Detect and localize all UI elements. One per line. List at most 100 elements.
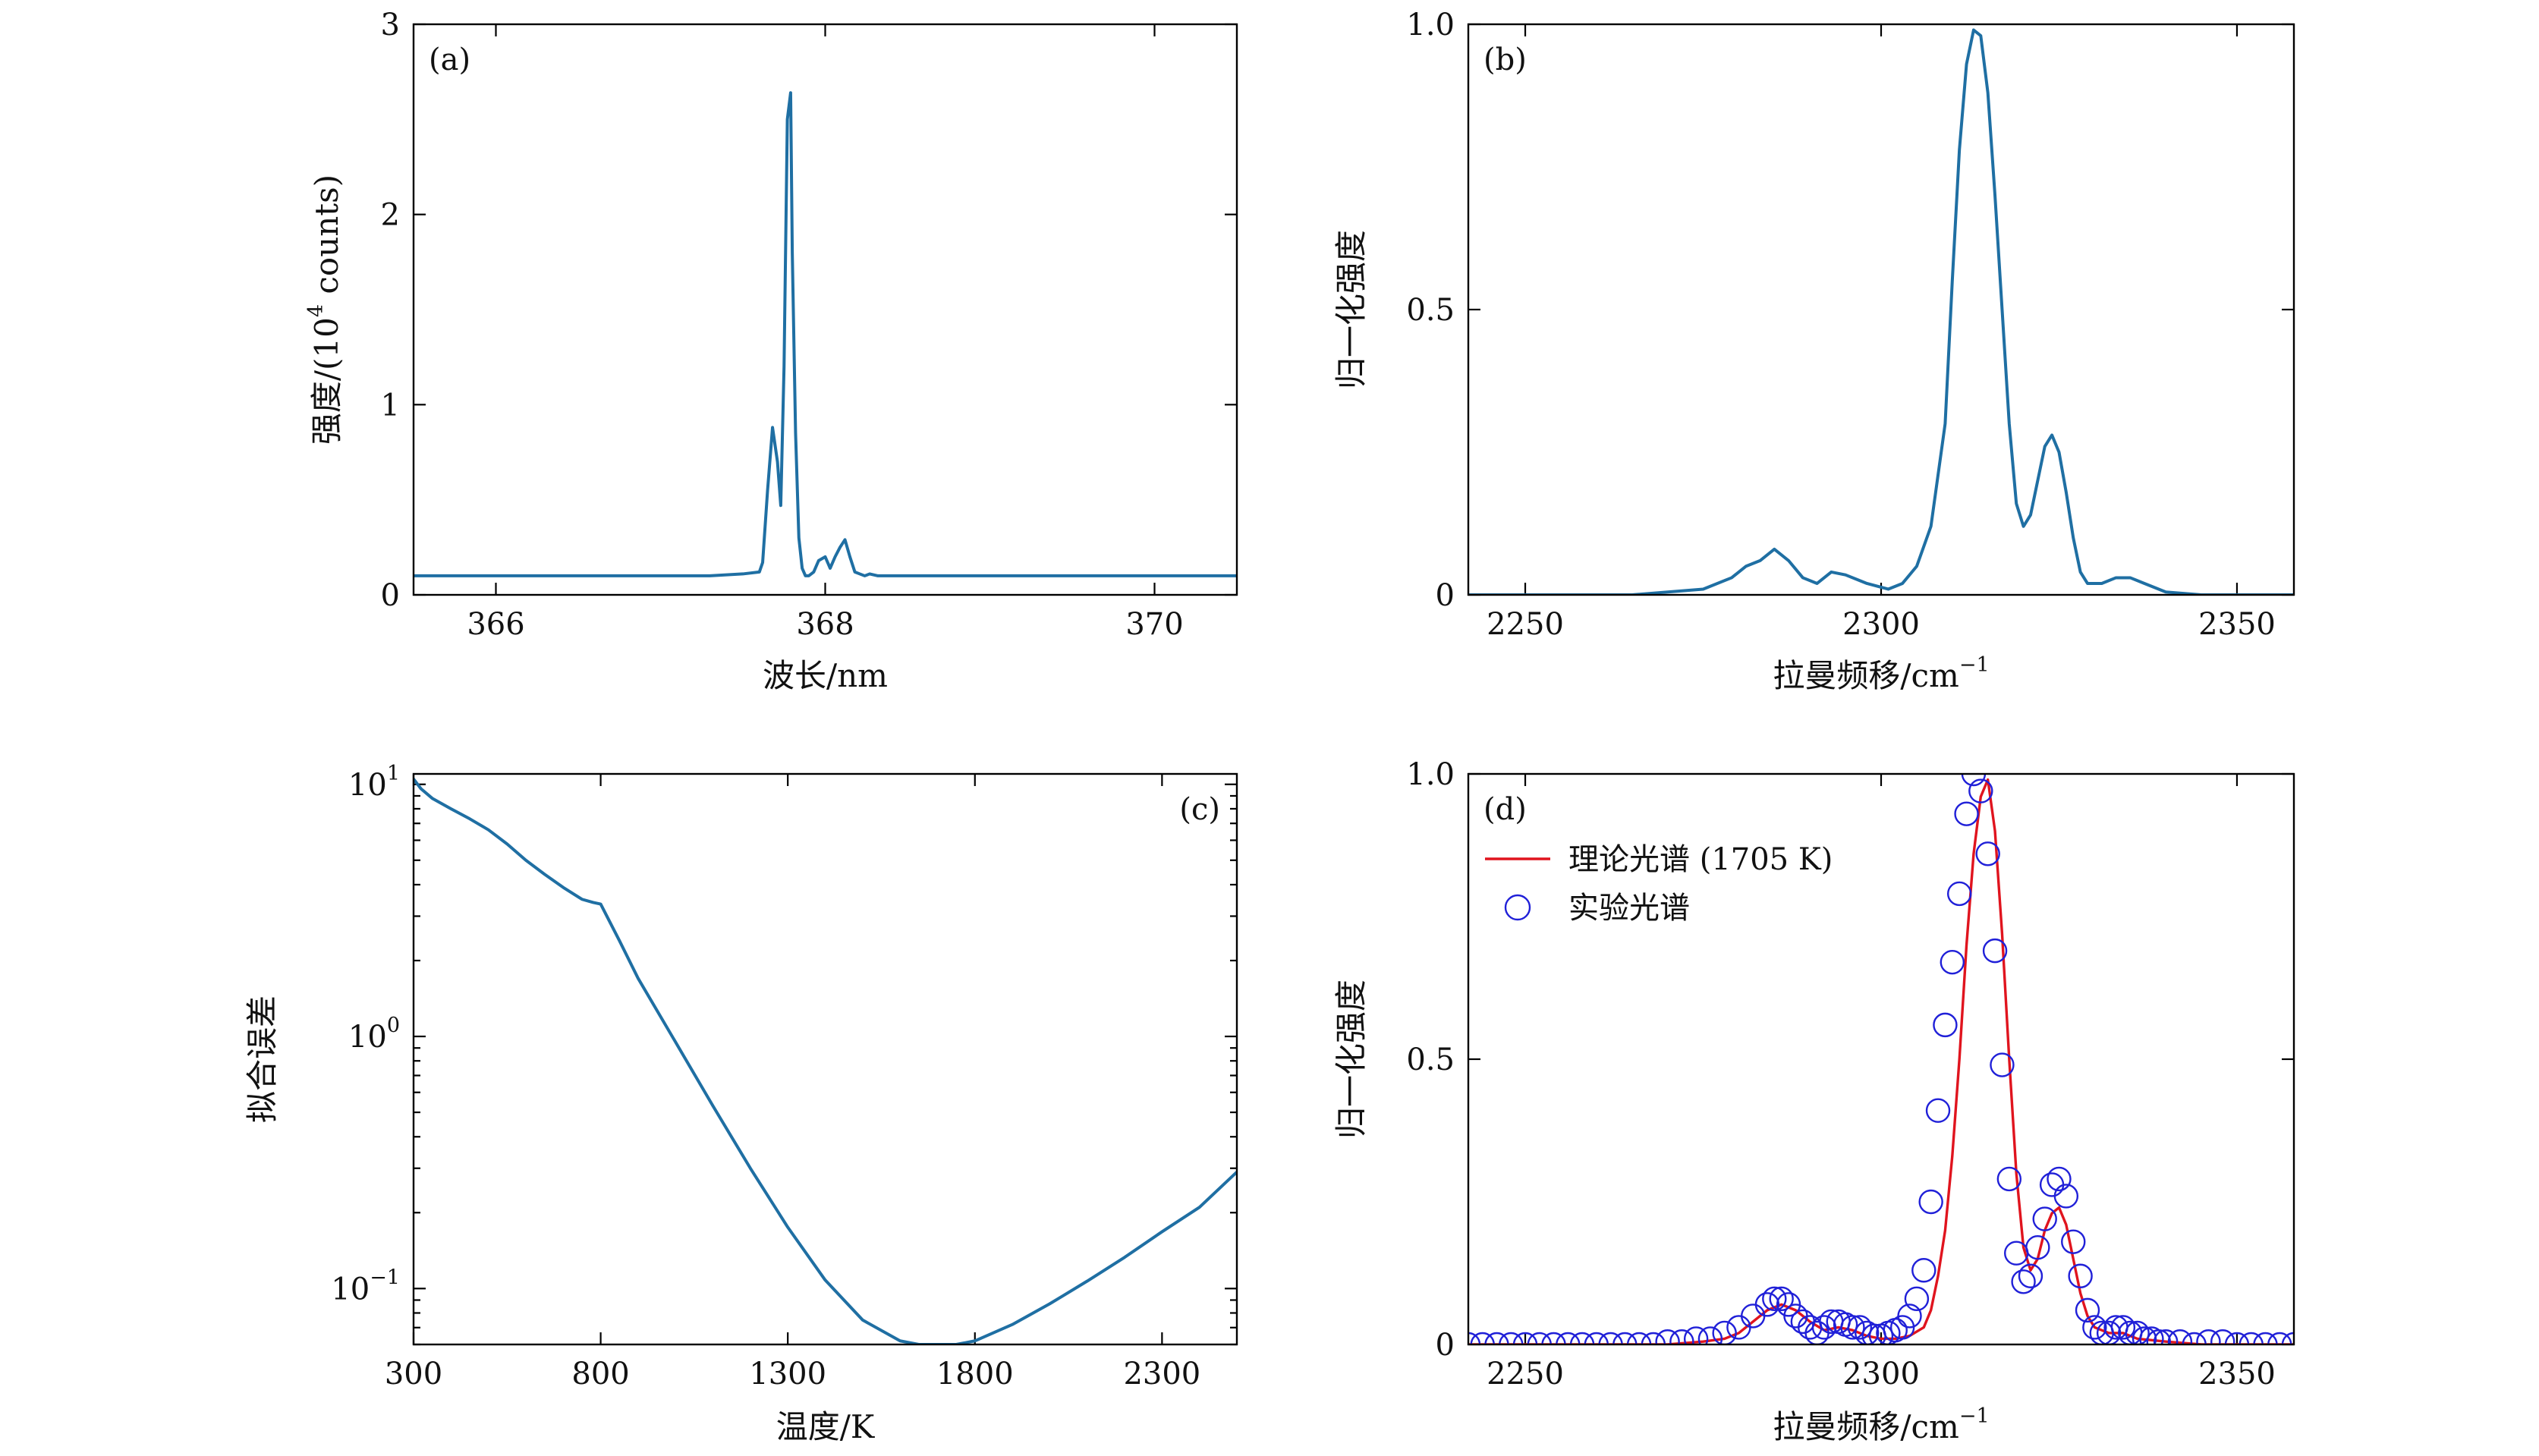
x-axis-label-main: 拉曼频移/cm — [1773, 1408, 1959, 1445]
y-ticks: 0 0.5 1.0 — [1406, 757, 2294, 1363]
x-tick-label: 2300 — [1842, 607, 1920, 642]
axes-frame — [412, 23, 1238, 596]
y-tick-exponent: 1 — [387, 762, 400, 785]
data-point-experiment — [2082, 1315, 2107, 1340]
data-point-experiment — [2047, 1166, 2072, 1192]
data-point-experiment — [1612, 1332, 1638, 1344]
data-point-experiment — [1484, 1332, 1509, 1344]
series-group — [1468, 28, 2294, 595]
data-point-experiment — [1527, 1332, 1552, 1344]
x-axis-label-main: 拉曼频移/cm — [1773, 657, 1959, 694]
data-point-experiment — [1982, 938, 2008, 964]
legend-marker-swatch — [1504, 894, 1531, 921]
x-tick-label: 366 — [467, 607, 524, 642]
y-tick-label: 0 — [1436, 578, 1455, 613]
data-point-experiment — [1556, 1332, 1581, 1344]
data-point-experiment — [1918, 1189, 1943, 1215]
data-point-experiment — [1961, 774, 1987, 787]
x-axis-label-exponent: −1 — [1959, 653, 1990, 677]
series-group — [414, 777, 1237, 1344]
legend: 理论光谱 (1705 K) 实验光谱 — [1485, 842, 1833, 926]
x-tick-label: 300 — [385, 1357, 442, 1392]
axes-frame — [1467, 772, 2295, 1346]
x-tick-label: 2250 — [1487, 607, 1564, 642]
y-tick-label: 0.5 — [1406, 1042, 1455, 1077]
x-ticks: 2250 2300 2350 — [1487, 774, 2276, 1392]
y-tick-label: 1 — [381, 388, 400, 423]
x-tick-label: 368 — [796, 607, 854, 642]
data-point-experiment — [1911, 1258, 1936, 1283]
x-tick-label: 1800 — [936, 1357, 1014, 1392]
data-point-experiment — [1569, 1332, 1595, 1344]
data-point-experiment — [1541, 1332, 1566, 1344]
data-point-experiment — [2011, 1269, 2036, 1294]
x-axis-label: 温度/K — [776, 1408, 876, 1445]
y-ticks: 0 1 2 3 — [381, 8, 1237, 613]
x-axis-label: 拉曼频移/cm−1 — [1773, 1404, 1989, 1445]
data-point-experiment — [2196, 1329, 2221, 1344]
series-line — [414, 91, 1237, 577]
data-point-experiment — [1940, 949, 1965, 975]
x-tick-label: 2300 — [1842, 1357, 1920, 1392]
data-point-experiment — [2018, 1263, 2043, 1288]
y-tick-label: 0.5 — [1406, 293, 1455, 328]
x-tick-label: 2300 — [1123, 1357, 1200, 1392]
data-point-experiment — [1697, 1326, 1723, 1344]
data-point-experiment — [2267, 1332, 2292, 1344]
data-point-experiment — [1996, 1166, 2022, 1192]
data-point-experiment — [1975, 841, 2000, 866]
axes-frame — [412, 772, 1238, 1346]
y-tick-base: 10 — [331, 1272, 370, 1307]
y-tick-label: 1.0 — [1406, 757, 1455, 792]
data-point-experiment — [2061, 1229, 2086, 1254]
data-point-experiment — [2182, 1332, 2207, 1344]
y-tick-base: 10 — [348, 768, 387, 803]
data-point-experiment — [2053, 1184, 2079, 1209]
data-point-experiment — [1990, 1052, 2015, 1077]
data-point-experiment — [1655, 1329, 1680, 1344]
data-point-experiment — [2210, 1329, 2235, 1344]
panel-label: (a) — [429, 42, 470, 77]
data-point-experiment — [1641, 1332, 1666, 1344]
data-point-experiment — [1968, 778, 1993, 803]
data-point-experiment — [2146, 1329, 2171, 1344]
data-point-experiment — [2224, 1332, 2250, 1344]
data-point-experiment — [2167, 1329, 2193, 1344]
y-axis-label-end: counts) — [308, 175, 345, 304]
x-tick-label: 1300 — [749, 1357, 826, 1392]
data-point-experiment — [1470, 1332, 1495, 1344]
data-point-experiment — [1669, 1329, 1694, 1344]
y-tick-label: 10−1 — [331, 1266, 400, 1307]
legend-label: 实验光谱 — [1568, 891, 1690, 926]
y-tick-label: 100 — [348, 1014, 400, 1055]
data-point-experiment — [2068, 1263, 2093, 1288]
x-axis-label: 拉曼频移/cm−1 — [1773, 653, 1989, 694]
panel-b-raman-spectrum: 2250 2300 2350 0 0.5 1.0 (b) 拉曼频移/cm−1 归一化强度 — [1332, 8, 2295, 694]
data-point-experiment — [2239, 1332, 2264, 1344]
data-point-experiment — [1847, 1315, 1873, 1340]
x-tick-label: 2350 — [2198, 607, 2276, 642]
panel-d-theory-vs-experiment: 2250 2300 2350 0 0.5 1.0 (d) 拉曼频移/cm−1 归一化强度 理论光谱… — [1332, 757, 2295, 1445]
y-ticks: 0 0.5 1.0 — [1406, 8, 2294, 613]
data-point-experiment — [1712, 1320, 1737, 1344]
y-axis-label-main: 强度/(10 — [308, 317, 345, 445]
panel-label: (b) — [1483, 42, 1527, 77]
data-point-experiment — [2132, 1326, 2157, 1344]
x-ticks: 366 368 370 — [467, 24, 1184, 642]
data-point-experiment — [2025, 1234, 2050, 1260]
data-point-experiment — [1754, 1292, 1780, 1317]
x-tick-label: 2350 — [2198, 1357, 2276, 1392]
panel-a-spectrum: 366 368 370 0 1 2 3 (a) 波长/nm 强度/(104 counts) — [304, 8, 1238, 694]
y-tick-label: 0 — [1436, 1328, 1455, 1363]
x-tick-label: 370 — [1125, 607, 1183, 642]
y-tick-base: 10 — [348, 1020, 387, 1055]
y-tick-label: 3 — [381, 8, 400, 42]
x-axis-label-exponent: −1 — [1959, 1404, 1990, 1428]
data-point-experiment — [1499, 1332, 1524, 1344]
y-axis-label-exponent: 4 — [304, 304, 328, 317]
y-axis-label: 归一化强度 — [1332, 230, 1370, 389]
x-tick-label: 2250 — [1487, 1357, 1564, 1392]
y-axis-label: 强度/(104 counts) — [304, 175, 345, 445]
